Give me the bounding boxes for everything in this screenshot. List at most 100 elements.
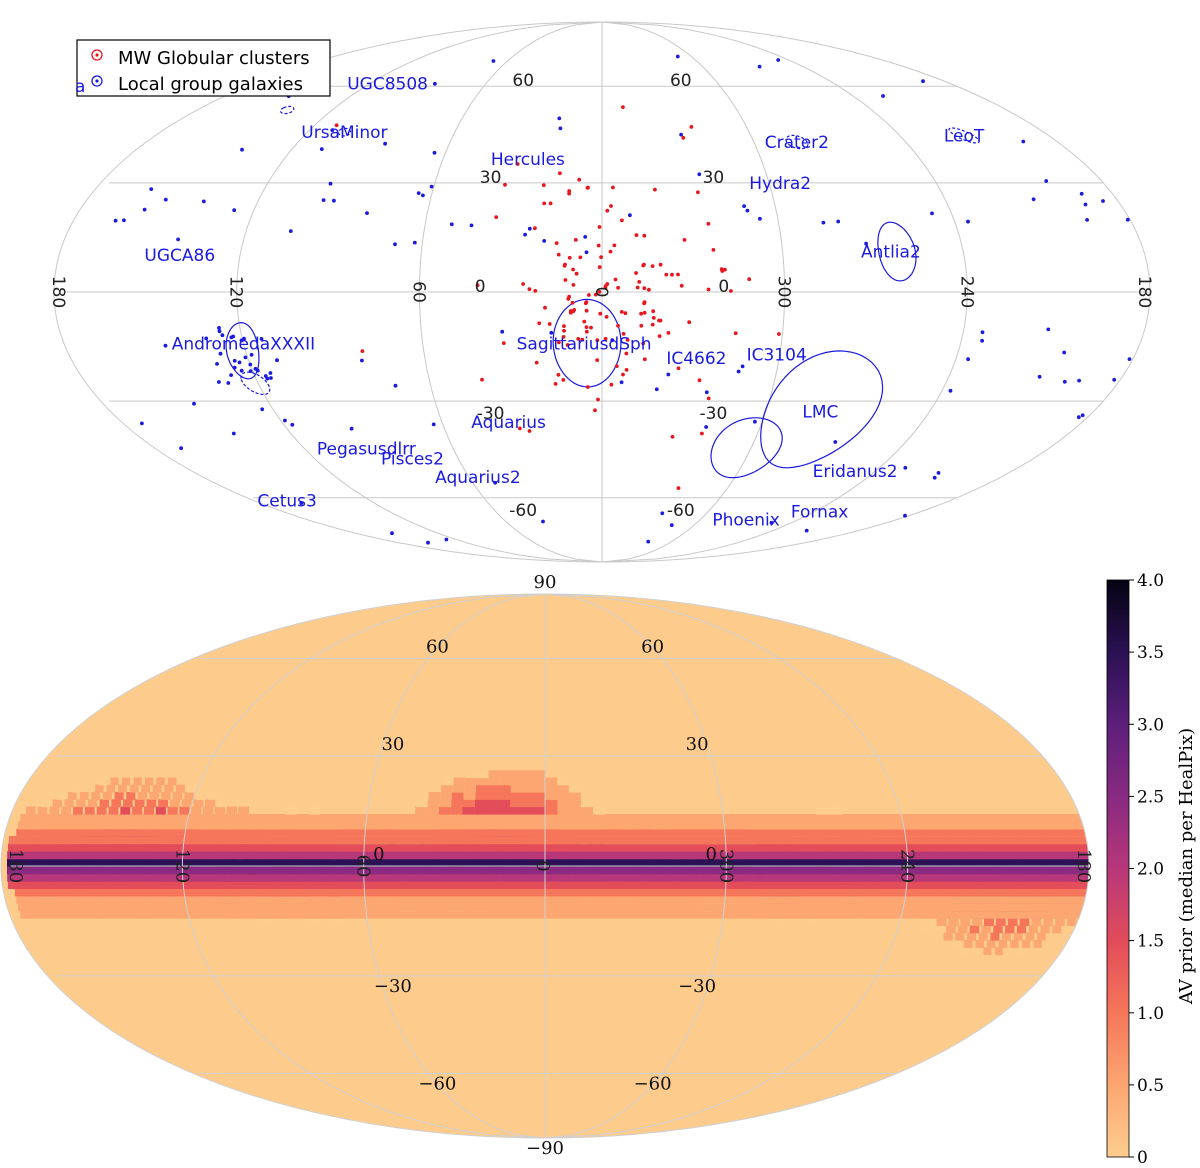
- galaxy-point: [557, 116, 562, 121]
- globular-cluster-point: [634, 271, 638, 275]
- longitude-tick-label: 240: [956, 276, 976, 308]
- av-cell: [969, 925, 980, 934]
- galaxy-point: [260, 407, 265, 412]
- av-cell: [133, 777, 142, 786]
- longitude-line: [418, 21, 603, 563]
- globular-cluster-point: [706, 287, 711, 292]
- galaxy-point: [217, 329, 222, 334]
- globular-cluster-point: [553, 382, 558, 386]
- galaxy-point: [232, 358, 237, 363]
- globular-cluster-point: [578, 255, 583, 260]
- galaxy-point: [864, 241, 868, 246]
- galaxy-point: [948, 388, 953, 393]
- galaxy-label: Pisces2: [381, 449, 444, 469]
- av-cell: [41, 799, 51, 808]
- galaxy-point: [833, 440, 838, 444]
- av-cell: [439, 799, 452, 808]
- av-cell: [580, 806, 594, 815]
- longitude-tick-label: 180: [1134, 276, 1154, 308]
- longitude-tick-label: 120: [171, 849, 192, 883]
- av-cell: [509, 806, 522, 815]
- av-cell: [509, 799, 522, 808]
- av-cell: [106, 784, 116, 793]
- av-cell: [25, 806, 36, 815]
- av-cell: [7, 843, 1088, 852]
- galaxy-point: [745, 208, 750, 213]
- galaxy-point: [1125, 217, 1130, 222]
- galaxy-point: [232, 208, 237, 213]
- galaxy-point: [259, 337, 264, 341]
- av-cell: [522, 777, 534, 786]
- galaxy-point: [113, 218, 118, 223]
- galaxy-point: [390, 531, 394, 536]
- av-cell: [981, 925, 991, 934]
- galaxy-point: [619, 380, 624, 385]
- galaxy-point: [140, 421, 144, 426]
- galaxy-point: [523, 232, 527, 237]
- av-cell: [960, 918, 971, 926]
- globular-cluster-point: [637, 280, 642, 284]
- av-cell: [498, 792, 511, 800]
- globular-cluster-point: [641, 263, 646, 268]
- av-cell: [957, 925, 968, 934]
- globular-cluster-point: [334, 123, 339, 128]
- galaxy-point: [449, 222, 454, 227]
- globular-cluster-point: [676, 366, 681, 371]
- galaxy-point: [255, 368, 260, 373]
- globular-cluster-point: [593, 292, 598, 297]
- globular-cluster-point: [562, 263, 567, 268]
- av-cell: [8, 836, 1087, 845]
- av-cell: [486, 792, 499, 800]
- galaxy-point: [704, 425, 708, 429]
- av-cell: [966, 932, 976, 941]
- longitude-tick-label: 60: [408, 281, 428, 303]
- av-cell: [828, 806, 843, 815]
- globular-cluster-point: [360, 349, 365, 353]
- galaxy-point: [433, 81, 437, 86]
- longitude-tick-label: 0: [591, 287, 611, 298]
- globular-cluster-point: [574, 271, 579, 276]
- globular-cluster-point: [527, 287, 532, 291]
- av-cell: [936, 918, 947, 926]
- globular-cluster-point: [593, 408, 597, 413]
- galaxy-point: [242, 336, 246, 341]
- globular-cluster-point: [548, 201, 553, 206]
- top-scatter-points: [113, 54, 1132, 545]
- av-cell: [499, 777, 511, 786]
- galaxy-label: UGCA86: [144, 246, 215, 266]
- globular-cluster-point: [639, 311, 643, 316]
- globular-cluster-point: [556, 252, 561, 257]
- galaxy-point: [1079, 191, 1084, 196]
- av-cell: [415, 806, 427, 815]
- av-cell: [975, 940, 984, 948]
- av-cell: [465, 777, 477, 786]
- av-cell: [556, 806, 570, 815]
- av-cell: [167, 777, 177, 786]
- latitude-tick-label: -30: [477, 404, 505, 424]
- galaxy-point: [349, 426, 354, 431]
- av-cell: [1010, 940, 1019, 948]
- av-cell: [1016, 925, 1027, 934]
- galaxy-point: [330, 128, 335, 133]
- galaxy-extent-ellipse: [337, 127, 352, 137]
- globular-cluster-point: [676, 272, 680, 277]
- globular-cluster-point: [556, 372, 561, 377]
- globular-cluster-point: [657, 334, 662, 338]
- av-cell: [522, 770, 535, 779]
- av-cell: [556, 777, 569, 786]
- av-cell: [453, 777, 465, 786]
- galaxy-point: [248, 362, 253, 367]
- galaxy-point: [491, 59, 496, 63]
- av-cell: [122, 777, 131, 786]
- globular-cluster-point: [664, 272, 669, 277]
- av-cell: [948, 918, 959, 926]
- globular-cluster-point: [576, 337, 581, 341]
- av-cell: [592, 806, 605, 815]
- galaxy-point: [217, 380, 221, 384]
- globular-cluster-point: [676, 486, 681, 490]
- colorbar-tick-label: 2.0: [1137, 860, 1164, 880]
- av-cell: [442, 777, 454, 786]
- av-cell: [309, 806, 321, 815]
- globular-cluster-point: [666, 331, 671, 335]
